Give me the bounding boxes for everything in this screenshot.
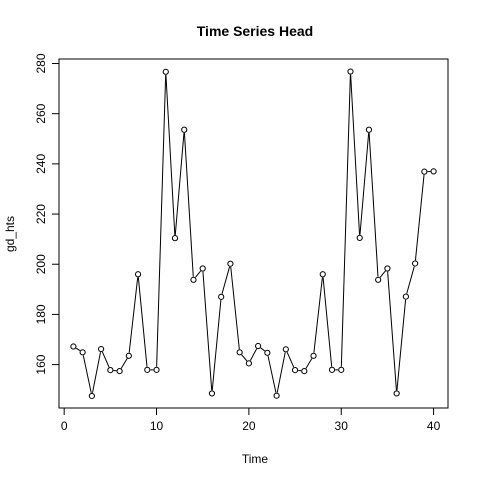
data-point: [144, 366, 151, 373]
data-point: [273, 392, 280, 399]
y-axis-label: gd_hts: [3, 216, 17, 252]
series-line-segment: [286, 352, 295, 368]
series-line-segment: [230, 266, 240, 350]
series-line-segment: [101, 351, 110, 368]
data-point: [264, 349, 271, 356]
plot-box: [58, 58, 449, 409]
series-line-segment: [305, 358, 313, 369]
data-point: [402, 293, 409, 300]
series-layer: [70, 68, 437, 400]
y-tick-label: 240: [34, 154, 48, 174]
data-point: [412, 260, 419, 267]
data-point: [153, 366, 160, 373]
series-line-segment: [368, 132, 379, 277]
y-tick-label: 160: [34, 354, 48, 374]
data-point: [255, 342, 262, 350]
data-point: [98, 345, 105, 353]
data-point: [116, 368, 123, 375]
data-point: [282, 346, 289, 353]
series-line-segment: [387, 271, 397, 391]
series-line-segment: [322, 277, 333, 367]
series-line-segment: [359, 132, 370, 235]
x-tick-label: 0: [61, 419, 68, 433]
chart-title: Time Series Head: [197, 23, 313, 39]
series-line-segment: [379, 270, 386, 278]
series-line-segment: [350, 74, 361, 235]
series-line-segment: [267, 355, 277, 393]
data-point: [245, 360, 252, 367]
y-tick-label: 200: [34, 254, 48, 274]
series-line-segment: [195, 270, 202, 278]
data-point: [199, 265, 206, 272]
data-point: [125, 352, 132, 359]
series-line-segment: [82, 355, 92, 393]
x-tick-label: 10: [150, 419, 164, 433]
data-point: [190, 276, 197, 283]
data-point: [421, 168, 428, 175]
data-point: [227, 260, 234, 267]
data-point: [393, 390, 400, 397]
series-line-segment: [92, 352, 101, 393]
data-point: [356, 234, 363, 241]
x-axis-label: Time: [242, 452, 269, 466]
data-point: [310, 352, 317, 359]
series-line-segment: [183, 132, 194, 277]
series-line-segment: [137, 277, 148, 367]
series-line-segment: [414, 174, 425, 261]
data-point: [162, 68, 169, 75]
data-point: [218, 293, 225, 300]
x-tick-label: 30: [335, 419, 349, 433]
series-line-segment: [211, 299, 222, 391]
data-point: [79, 349, 86, 356]
series-line-segment: [260, 347, 266, 352]
series-line-segment: [128, 277, 139, 353]
data-point: [430, 168, 437, 175]
series-line-segment: [396, 299, 407, 391]
x-tick-label: 40: [427, 419, 441, 433]
series-line-segment: [221, 266, 231, 294]
data-point: [365, 126, 373, 133]
series-line-segment: [276, 352, 286, 393]
y-tick-label: 280: [34, 53, 48, 73]
data-point: [107, 367, 114, 374]
data-point: [171, 235, 179, 242]
y-tick-label: 260: [34, 103, 48, 123]
x-tick-label: 20: [242, 419, 256, 433]
y-tick-label: 180: [34, 304, 48, 324]
series-line-segment: [241, 354, 248, 362]
data-point: [301, 368, 308, 375]
y-tick-label: 220: [34, 204, 48, 224]
data-point: [70, 343, 77, 350]
series-line-segment: [120, 358, 128, 369]
data-point: [134, 271, 142, 278]
data-point: [375, 276, 382, 283]
series-line-segment: [406, 266, 415, 294]
data-point: [328, 366, 336, 373]
series-line-segment: [249, 348, 258, 361]
data-point: [347, 68, 354, 75]
data-point: [384, 265, 391, 272]
series-line-segment: [156, 74, 167, 367]
data-point: [291, 367, 299, 374]
data-point: [236, 349, 243, 356]
series-line-segment: [313, 277, 323, 353]
series-line-segment: [75, 347, 81, 352]
data-point: [338, 366, 345, 373]
data-point: [181, 126, 188, 133]
series-line-segment: [340, 74, 351, 367]
data-point: [88, 392, 95, 400]
series-line-segment: [165, 74, 176, 235]
series-line-segment: [202, 271, 213, 391]
data-point: [319, 271, 326, 278]
series-line-segment: [174, 132, 185, 235]
data-point: [208, 390, 216, 397]
